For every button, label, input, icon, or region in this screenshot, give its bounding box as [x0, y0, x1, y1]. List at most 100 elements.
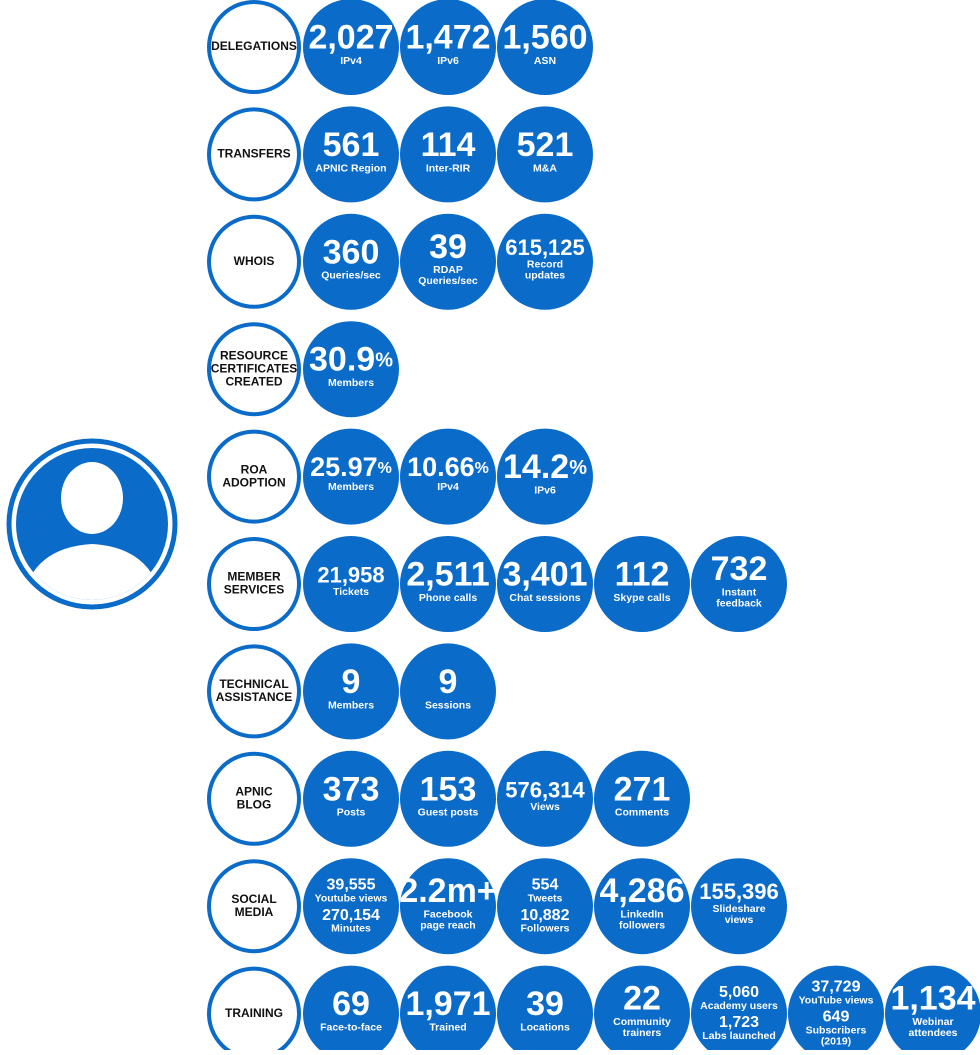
stat-number: 25.97	[310, 452, 378, 482]
stat-value: 649	[823, 1009, 850, 1026]
stat-caption: Facebook	[423, 909, 472, 921]
stat-number: 155,396	[699, 879, 779, 904]
category-label: ROA	[241, 462, 268, 476]
stat-value: 69	[332, 985, 370, 1023]
stat-number: 69	[332, 985, 370, 1023]
person-icon	[6, 438, 178, 610]
stat-caption: Members	[328, 699, 374, 711]
stat-number: 21,958	[317, 562, 384, 587]
stat-caption: ASN	[534, 55, 556, 67]
stat-caption: IPv4	[340, 55, 362, 67]
category-label: MEDIA	[235, 905, 274, 919]
stat-value: 732	[711, 550, 768, 588]
stat-caption: Locations	[520, 1022, 570, 1034]
stat-circle	[497, 750, 593, 847]
stat-caption: IPv6	[534, 485, 556, 497]
stat-circle	[303, 858, 399, 955]
stat-caption: trainers	[623, 1027, 662, 1039]
icon-figure	[20, 462, 164, 600]
category-label: CERTIFICATES	[211, 361, 297, 375]
stat-number: 22	[623, 980, 661, 1018]
stat-number: 271	[614, 770, 671, 808]
stat-value: 1,472	[405, 18, 490, 56]
stat-number: 2,511	[406, 555, 489, 593]
stat-value: 10,882	[521, 907, 570, 924]
stat-circle	[691, 536, 787, 632]
stat-caption: RDAP	[433, 264, 463, 276]
stat-number: 554	[532, 877, 559, 894]
stat-circle	[303, 965, 399, 1055]
stat-circle	[400, 858, 496, 955]
stat-number: 37,729	[812, 979, 861, 996]
stat-number: 270,154	[322, 907, 380, 924]
stat-circle	[400, 750, 496, 847]
stat-caption: (2019)	[821, 1036, 851, 1048]
stat-value: 155,396	[699, 879, 779, 904]
stat-number: 1,472	[405, 18, 490, 56]
stat-number: 153	[420, 770, 477, 808]
stat-caption: Queries/sec	[418, 275, 478, 287]
stat-circle	[400, 536, 496, 632]
stat-caption: Followers	[520, 923, 569, 935]
category-label: TECHNICAL	[219, 677, 288, 691]
stat-circle	[885, 965, 980, 1055]
stat-value: 1,560	[502, 18, 587, 56]
stat-caption: YouTube views	[799, 994, 874, 1006]
stat-caption: Slideshare	[712, 903, 765, 915]
category-label: RESOURCE	[220, 348, 288, 362]
category-circle	[207, 107, 301, 202]
stat-caption: Tickets	[333, 586, 369, 598]
stat-number: 5,060	[719, 984, 759, 1001]
stat-value: 373	[323, 770, 380, 808]
stat-value: 1,134	[890, 980, 975, 1018]
stat-number: 1,723	[719, 1014, 759, 1031]
icon-body	[20, 544, 164, 600]
stat-value: 360	[323, 233, 380, 271]
stat-circle	[303, 750, 399, 847]
stat-value: 270,154	[322, 907, 380, 924]
stat-caption: Chat sessions	[509, 592, 580, 604]
stat-value: 10.66%	[407, 452, 489, 482]
stat-value: 1,971	[405, 985, 490, 1023]
stat-value: 9	[342, 663, 361, 701]
stat-circle	[497, 106, 593, 203]
stat-caption: Subscribers	[806, 1025, 867, 1037]
stat-value: 5,060	[719, 984, 759, 1001]
stat-value: 39,555	[327, 877, 376, 894]
stat-value: 39	[526, 985, 564, 1023]
category-label: APNIC	[235, 784, 273, 798]
stat-value: 39	[429, 228, 467, 266]
stat-value: 1,723	[719, 1014, 759, 1031]
stat-caption: Trained	[429, 1022, 466, 1034]
icon-head	[61, 462, 123, 534]
category-circle	[207, 644, 301, 739]
stat-caption: updates	[525, 270, 565, 282]
stat-circle	[497, 0, 593, 95]
stat-value: 30.9%	[309, 341, 393, 379]
stat-value: 271	[614, 770, 671, 808]
category-label: CREATED	[225, 374, 282, 388]
stat-value: 615,125	[505, 235, 585, 260]
stat-caption: Posts	[337, 807, 366, 819]
stat-value: 2,027	[308, 18, 393, 56]
stat-unit: %	[378, 460, 392, 477]
stat-caption: page reach	[420, 920, 475, 932]
stat-number: 2.2m+	[399, 872, 496, 910]
stat-circle	[303, 106, 399, 203]
stat-value: 554	[532, 877, 559, 894]
stat-caption: Queries/sec	[321, 270, 381, 282]
stat-circle	[400, 965, 496, 1055]
stat-caption: Views	[530, 801, 560, 813]
stat-caption: Instant	[722, 586, 757, 598]
category-circle	[207, 214, 301, 309]
stat-circle	[497, 213, 593, 310]
stat-circle	[497, 428, 593, 525]
stat-caption: Record	[527, 259, 563, 271]
category-label: ADOPTION	[222, 475, 285, 489]
stat-number: 1,134	[890, 980, 975, 1018]
stat-circle	[691, 965, 787, 1055]
stat-circle	[594, 858, 690, 955]
stat-number: 649	[823, 1009, 850, 1026]
stat-number: 39	[429, 228, 467, 266]
stat-circle	[303, 536, 399, 632]
